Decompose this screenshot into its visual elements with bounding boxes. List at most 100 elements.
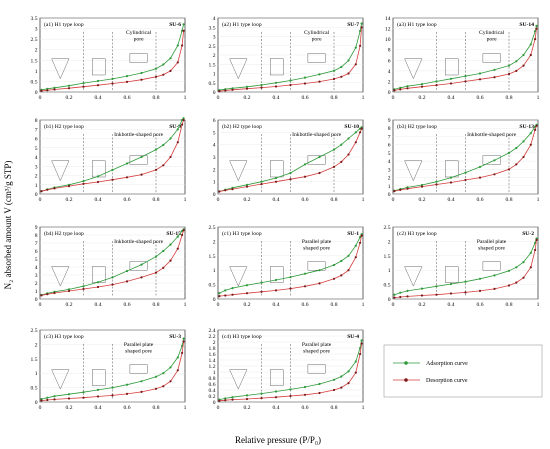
y-tick-label: 3 [213, 155, 216, 161]
y-tick-label: 8 [35, 118, 38, 124]
desorption-point [169, 155, 172, 159]
panel-b3: 0 1 2 3 4 5 6 7 8 9 0 0.2 0.4 0.6 0.8 1 (b3) H2 type loo… [388, 118, 540, 203]
pore-label: shaped pore [478, 246, 505, 252]
adsorption-point [154, 375, 158, 378]
desorption-point [125, 176, 129, 179]
adsorption-point [359, 236, 362, 239]
pore-cone-shape [404, 160, 423, 182]
y-tick-label: 0 [213, 297, 216, 303]
y-tick-label: 2 [35, 342, 38, 348]
adsorption-point [399, 291, 402, 294]
panel-title: (a3) H1 type loop [397, 21, 437, 28]
desorption-point [274, 85, 278, 88]
adsorption-point [332, 263, 336, 267]
x-tick-label: 1 [537, 302, 540, 308]
adsorption-point [354, 360, 357, 363]
pore-diagram [229, 155, 326, 182]
desorption-point [406, 187, 409, 190]
adsorption-point [125, 383, 129, 386]
x-tick-label: 0 [217, 197, 220, 203]
adsorption-point [464, 75, 467, 78]
adsorption-point [162, 249, 165, 253]
y-tick-label: 1.5 [31, 357, 38, 363]
y-tick-label: 2.5 [31, 328, 38, 334]
desorption-point [529, 266, 532, 269]
desorption-point [318, 282, 321, 285]
adsorption-point [340, 259, 343, 263]
x-tick-label: 0.6 [477, 95, 484, 101]
y-tick-label: 1.8 [209, 346, 216, 352]
x-tick-label: 0.8 [153, 302, 160, 308]
adsorption-point [478, 277, 482, 280]
desorption-point [67, 185, 71, 188]
adsorption-point [82, 180, 85, 183]
y-tick-label: 1 [35, 183, 38, 189]
desorption-point [303, 393, 307, 396]
y-tick-label: 0 [388, 192, 391, 198]
adsorption-point [449, 282, 453, 286]
y-tick-label: 2.4 [209, 328, 216, 334]
adsorption-point [111, 168, 114, 171]
desorption-point [318, 391, 321, 395]
adsorption-point [289, 79, 292, 82]
adsorption-point [360, 339, 363, 342]
desorption-point [289, 394, 292, 398]
panel-c3: 0 0.5 1 1.5 2 2.5 0 0.2 0.4 0.6 0.8 1 (c3) H3 type l… [31, 328, 187, 411]
desorption-point [53, 88, 56, 91]
y-tick-label: 4 [388, 159, 391, 165]
adsorption-point [340, 65, 343, 69]
desorption-point [176, 247, 179, 250]
y-tick-label: 2 [213, 340, 216, 346]
desorption-point [46, 188, 49, 191]
adsorption-point [515, 60, 518, 63]
desorption-point [218, 90, 221, 93]
pore-diagram [229, 261, 326, 287]
x-tick-label: 0.8 [331, 95, 338, 101]
desorption-point [245, 185, 249, 188]
adsorption-point [435, 80, 438, 83]
desorption-point [515, 163, 518, 166]
desorption-point [534, 38, 537, 41]
adsorption-point [529, 132, 532, 135]
x-tick-label: 0 [39, 197, 42, 203]
desorption-point [359, 44, 362, 47]
y-tick-label: 8 [388, 126, 391, 132]
pore-diagram [404, 53, 501, 80]
adsorption-point [493, 274, 496, 277]
adsorption-point [340, 143, 343, 146]
x-tick-label: 0 [217, 405, 220, 411]
desorption-point [224, 294, 227, 297]
pore-cone-shape [51, 58, 70, 80]
pore-label: Parallel plate [302, 342, 332, 348]
panel-a1: 0 0.5 1 1.5 2 2.5 3 3.5 0 0.2 0.4 0.6 0.8 1 (a1) H1 ty… [31, 16, 187, 101]
y-tick-label: 1.2 [209, 364, 216, 370]
desorption-point [154, 387, 158, 390]
panel-title: (c4) H3 type loop [222, 333, 262, 340]
pore-label: Inkbottle-shaped pore [114, 132, 163, 138]
desorption-point [515, 281, 518, 284]
desorption-point [111, 394, 114, 397]
x-tick-label: 1 [184, 95, 187, 101]
y-tick-label: 8 [388, 48, 391, 54]
desorption-point [464, 291, 467, 294]
y-tick-label: 7 [35, 241, 38, 247]
adsorption-point [260, 180, 263, 183]
desorption-point [435, 84, 438, 87]
desorption-point [435, 293, 438, 296]
sample-label: SU-7 [347, 22, 359, 28]
y-tick-label: 1 [213, 370, 216, 376]
y-tick-label: 0.5 [31, 79, 38, 85]
desorption-point [340, 160, 343, 163]
desorption-point [181, 351, 184, 355]
desorption-point [111, 178, 114, 181]
y-tick-label: 1 [388, 268, 391, 274]
sample-label: SU-9 [169, 124, 181, 130]
desorption-point [303, 285, 307, 288]
pore-plate-shape [129, 53, 148, 63]
desorption-point [140, 390, 143, 393]
adsorption-point [169, 57, 172, 60]
adsorption-point [82, 285, 85, 288]
adsorption-point [534, 30, 537, 33]
desorption-point [399, 188, 402, 191]
